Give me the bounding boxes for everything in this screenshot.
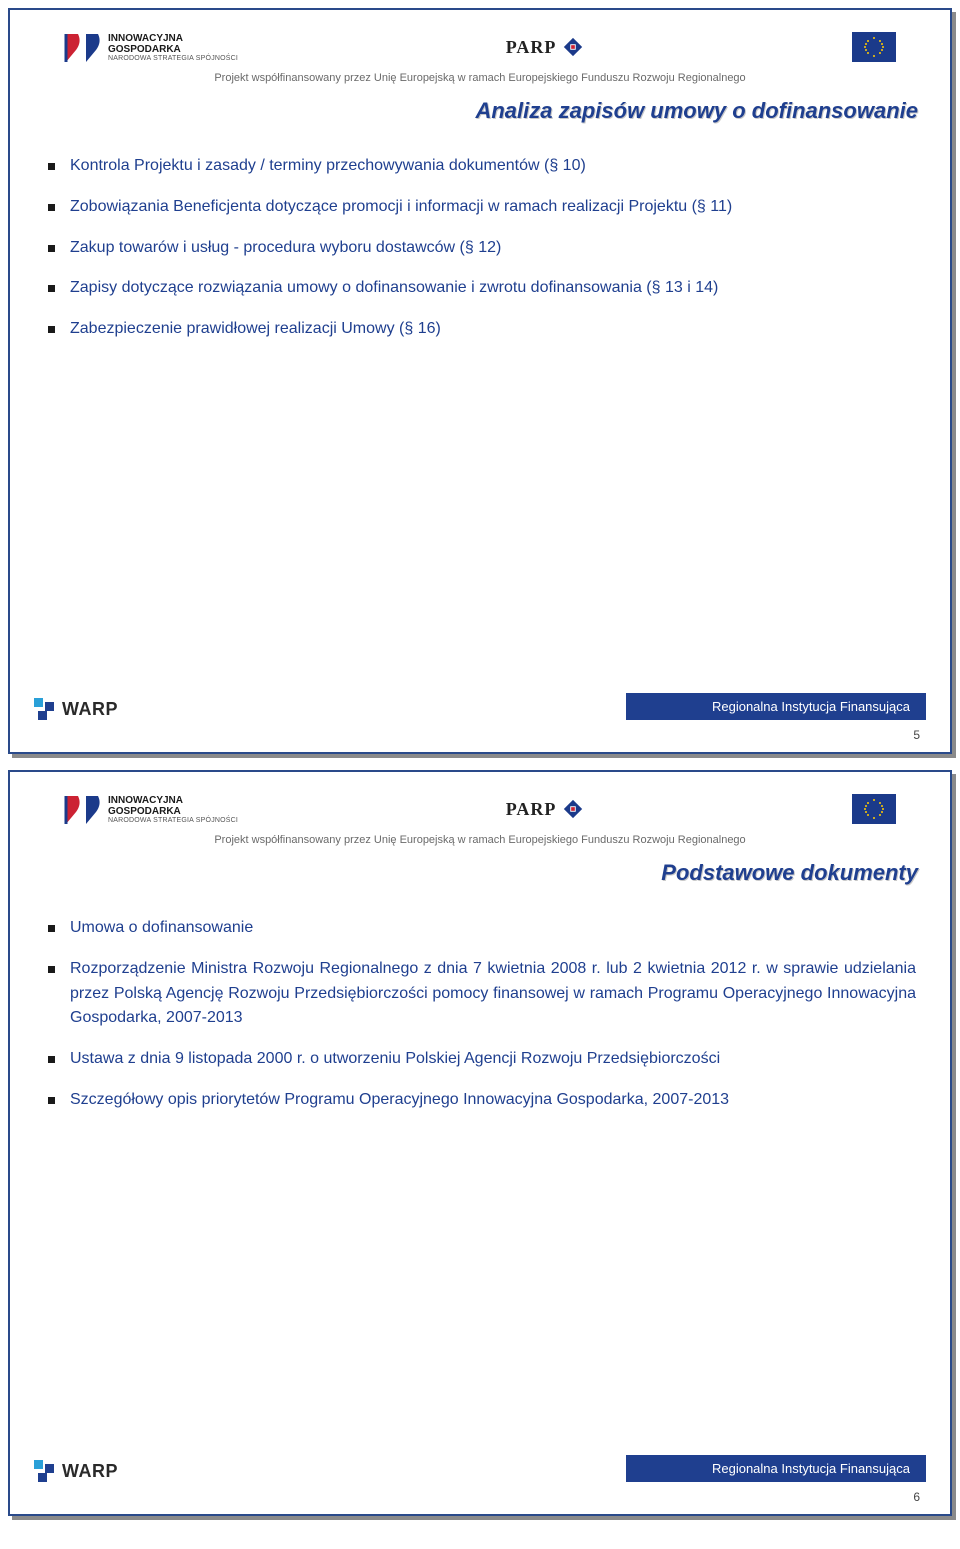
warp-text: WARP	[62, 699, 118, 720]
logo-eu-flag	[852, 794, 896, 824]
bullet-item: Zakup towarów i usług - procedura wyboru…	[48, 236, 916, 261]
logo-warp: WARP	[34, 698, 118, 720]
parp-text: PARP	[506, 37, 557, 58]
parp-icon	[562, 36, 584, 58]
slide-1-page: INNOWACYJNA GOSPODARKA NARODOWA STRATEGI…	[0, 0, 960, 762]
bullet-item: Zobowiązania Beneficjenta dotyczące prom…	[48, 195, 916, 220]
slide-1-frame: INNOWACYJNA GOSPODARKA NARODOWA STRATEGI…	[8, 8, 952, 754]
parp-text: PARP	[506, 799, 557, 820]
warp-icon	[34, 1460, 56, 1482]
logo-warp: WARP	[34, 1460, 118, 1482]
warp-text: WARP	[62, 1461, 118, 1482]
subheader-text: Projekt współfinansowany przez Unię Euro…	[34, 834, 926, 846]
logo-eu-flag	[852, 32, 896, 62]
subheader-text: Projekt współfinansowany przez Unię Euro…	[34, 72, 926, 84]
bullet-item: Rozporządzenie Ministra Rozwoju Regional…	[48, 957, 916, 1031]
slide-2-frame: INNOWACYJNA GOSPODARKA NARODOWA STRATEGI…	[8, 770, 952, 1516]
ig-label-line1: INNOWACYJNA	[108, 33, 238, 44]
slide-2-page: INNOWACYJNA GOSPODARKA NARODOWA STRATEGI…	[0, 762, 960, 1524]
bullet-item: Kontrola Projektu i zasady / terminy prz…	[48, 154, 916, 179]
ig-flag-icon	[64, 32, 102, 62]
slide-2-bullets: Umowa o dofinansowanie Rozporządzenie Mi…	[34, 916, 926, 1113]
ig-label-sub: NARODOWA STRATEGIA SPÓJNOŚCI	[108, 55, 238, 62]
rif-bar: Regionalna Instytucja Finansująca	[626, 693, 926, 720]
bullet-item: Umowa o dofinansowanie	[48, 916, 916, 941]
logo-innowacyjna-gospodarka: INNOWACYJNA GOSPODARKA NARODOWA STRATEGI…	[64, 794, 238, 824]
slide-1-bullets: Kontrola Projektu i zasady / terminy prz…	[34, 154, 926, 342]
rif-bar: Regionalna Instytucja Finansująca	[626, 1455, 926, 1482]
bullet-item: Szczegółowy opis priorytetów Programu Op…	[48, 1088, 916, 1113]
page-number: 6	[913, 1490, 920, 1504]
slide-1-title: Analiza zapisów umowy o dofinansowanie	[34, 98, 926, 124]
footer-bar: WARP Regionalna Instytucja Finansująca	[34, 1455, 926, 1482]
logo-parp: PARP	[506, 798, 585, 820]
ig-label-sub: NARODOWA STRATEGIA SPÓJNOŚCI	[108, 817, 238, 824]
footer-bar: WARP Regionalna Instytucja Finansująca	[34, 693, 926, 720]
ig-label-line1: INNOWACYJNA	[108, 795, 238, 806]
slide-2-title: Podstawowe dokumenty	[34, 860, 926, 886]
ig-label-line2: GOSPODARKA	[108, 806, 238, 817]
bullet-item: Zapisy dotyczące rozwiązania umowy o dof…	[48, 276, 916, 301]
logo-innowacyjna-gospodarka: INNOWACYJNA GOSPODARKA NARODOWA STRATEGI…	[64, 32, 238, 62]
ig-label-line2: GOSPODARKA	[108, 44, 238, 55]
header-logos: INNOWACYJNA GOSPODARKA NARODOWA STRATEGI…	[34, 28, 926, 68]
header-logos: INNOWACYJNA GOSPODARKA NARODOWA STRATEGI…	[34, 790, 926, 830]
parp-icon	[562, 798, 584, 820]
logo-parp: PARP	[506, 36, 585, 58]
bullet-item: Zabezpieczenie prawidłowej realizacji Um…	[48, 317, 916, 342]
page-number: 5	[913, 728, 920, 742]
bullet-item: Ustawa z dnia 9 listopada 2000 r. o utwo…	[48, 1047, 916, 1072]
ig-flag-icon	[64, 794, 102, 824]
warp-icon	[34, 698, 56, 720]
